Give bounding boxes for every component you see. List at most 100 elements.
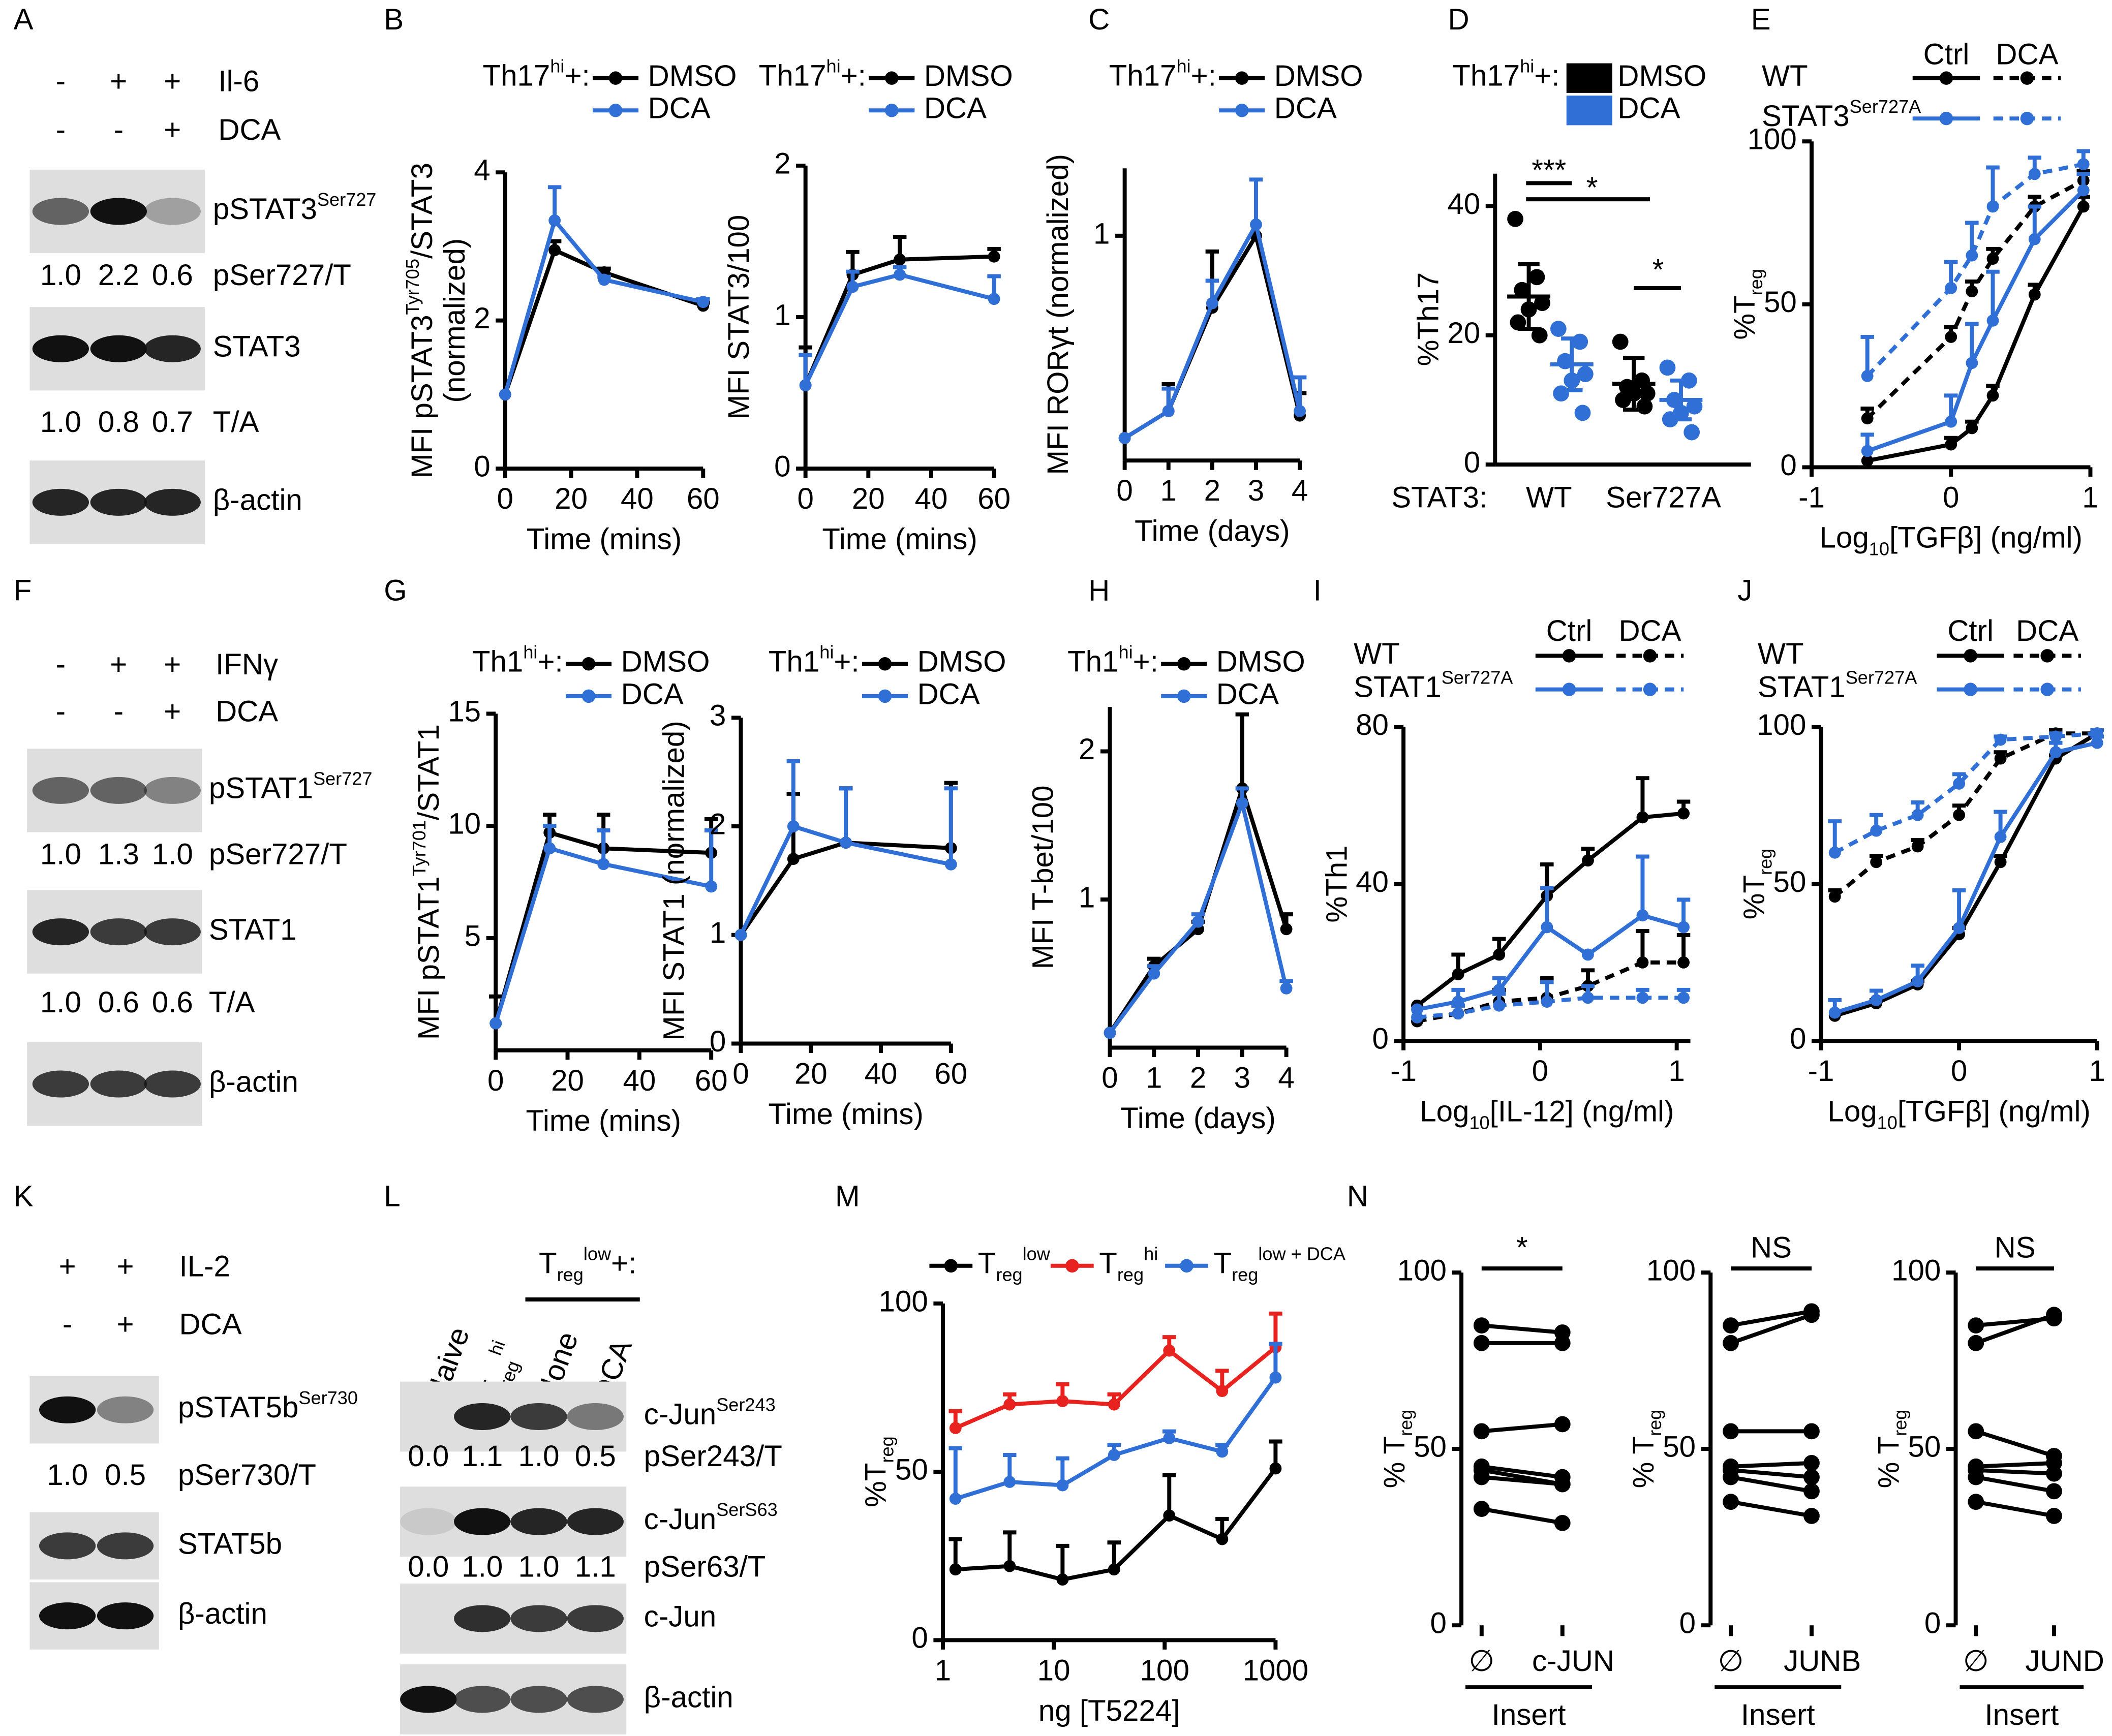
data-point (840, 836, 852, 849)
data-point (1723, 1335, 1739, 1351)
y-tick-label: 0 (1924, 1607, 1941, 1640)
legend-label: DMSO (917, 645, 1006, 678)
data-point (1216, 1533, 1229, 1545)
data-point (1639, 385, 1656, 402)
data-point (1577, 366, 1594, 382)
blot-band (32, 777, 89, 804)
legend-marker (1939, 71, 1953, 85)
data-point (1870, 824, 1883, 837)
x-axis-label-sub: 10 (1869, 539, 1889, 560)
legend-marker (2020, 111, 2034, 126)
blot-band (510, 1403, 567, 1430)
pair-line (1975, 1429, 2055, 1458)
y-tick-label: 0 (474, 450, 490, 483)
pair-line (1976, 1461, 2055, 1469)
blot-band (567, 1605, 624, 1632)
quant-value: 0.5 (575, 1440, 616, 1473)
condition-sign: + (164, 65, 181, 98)
data-point (1861, 412, 1874, 425)
data-point (1206, 297, 1218, 309)
y-tick-label: 1 (774, 298, 790, 331)
legend-marker (1065, 1259, 1079, 1273)
legend-marker (2040, 649, 2054, 663)
legend-title-sup: hi (1119, 641, 1133, 662)
data-point (1510, 314, 1526, 331)
data-point (1994, 831, 2007, 843)
x-tick-label: 1 (1668, 1055, 1685, 1088)
data-point (1986, 253, 1999, 265)
lane-group-label: Treglow+: (539, 1244, 636, 1285)
panel-letter: H (1088, 574, 1110, 607)
legend-title-sup: hi (523, 641, 537, 662)
series-line (1866, 189, 2085, 453)
y-tick-label: 5 (465, 919, 481, 952)
blot-band (32, 488, 89, 516)
blot-band (144, 488, 201, 516)
data-point (2028, 168, 2041, 180)
data-point (2077, 200, 2090, 213)
series-line (803, 254, 994, 386)
band-label-sup: Ser730 (298, 1387, 358, 1408)
panel-letter: L (384, 1180, 400, 1213)
quant-value: 1.0 (40, 406, 81, 439)
x-tick-label: 3 (1234, 1061, 1250, 1094)
data-point (1723, 1494, 1739, 1510)
pair-line (1481, 1507, 1563, 1525)
data-point (1541, 996, 1553, 1008)
legend-label: DMSO (924, 59, 1013, 92)
x-tick-label: 40 (623, 1064, 656, 1097)
data-point (1803, 1508, 1820, 1524)
pair-line (1976, 1468, 2055, 1476)
band-label-part: pSTAT5b (178, 1391, 299, 1424)
blot-band (39, 1602, 96, 1630)
y-axis-label: %Treg (860, 1436, 898, 1507)
legend-label-sup: hi (1144, 1244, 1158, 1264)
legend-row-label: STAT1Ser727A (1354, 667, 1513, 704)
x-axis-label: Time (days) (1135, 515, 1290, 548)
data-point (1994, 733, 2007, 746)
x-axis-label: Insert (1984, 1698, 2059, 1731)
legend-marker (1562, 649, 1576, 663)
band-label-sup: Ser727 (317, 189, 377, 210)
quant-value: 1.1 (462, 1440, 503, 1473)
legend-title-sup: hi (1520, 56, 1534, 77)
blot-band (32, 198, 89, 225)
x-tick-label: c-JUN (1532, 1645, 1614, 1678)
data-point (1554, 1335, 1571, 1351)
legend-title: Th1hi+: (769, 641, 860, 678)
quant-value: 1.1 (575, 1550, 616, 1583)
legend-label: DCA (1274, 92, 1337, 125)
data-point (2046, 1483, 2062, 1500)
data-point (1994, 856, 2007, 869)
x-tick-label: 2 (1204, 474, 1220, 507)
y-axis-label-sub: reg (1395, 1410, 1416, 1436)
legend-title: Th17hi+: (1452, 56, 1559, 92)
band-label: β-actin (178, 1597, 267, 1630)
data-point (1582, 948, 1594, 961)
blot-band (454, 1508, 511, 1535)
series-line (494, 830, 712, 1024)
pair-line (1730, 1468, 1812, 1479)
blot-band (90, 918, 147, 946)
data-point (1473, 1423, 1490, 1440)
data-point (1986, 200, 1999, 213)
blot-band (510, 1686, 567, 1713)
legend-marker (2040, 683, 2054, 696)
data-point (499, 388, 511, 401)
y-axis-label-part: /STAT1 (412, 724, 445, 820)
pair-line (1481, 1422, 1563, 1434)
y-axis-label-part: % T (1873, 1436, 1906, 1489)
pair-line (1730, 1500, 1812, 1518)
x-tick-label: 0 (1101, 1061, 1118, 1094)
data-point (1966, 357, 1978, 369)
panel-letter: F (14, 574, 32, 607)
legend-label: DMSO (621, 645, 710, 678)
y-axis-label: %Th17 (1412, 272, 1445, 366)
data-point (1531, 327, 1548, 344)
legend-row-label: WT (1758, 637, 1804, 670)
quant-value: 1.0 (47, 1459, 88, 1492)
data-point (1723, 1423, 1739, 1440)
legend-marker (581, 689, 596, 703)
x-axis-label-part: [IL-12] (ng/ml) (1490, 1095, 1674, 1128)
y-tick-label: 50 (1414, 1430, 1447, 1463)
